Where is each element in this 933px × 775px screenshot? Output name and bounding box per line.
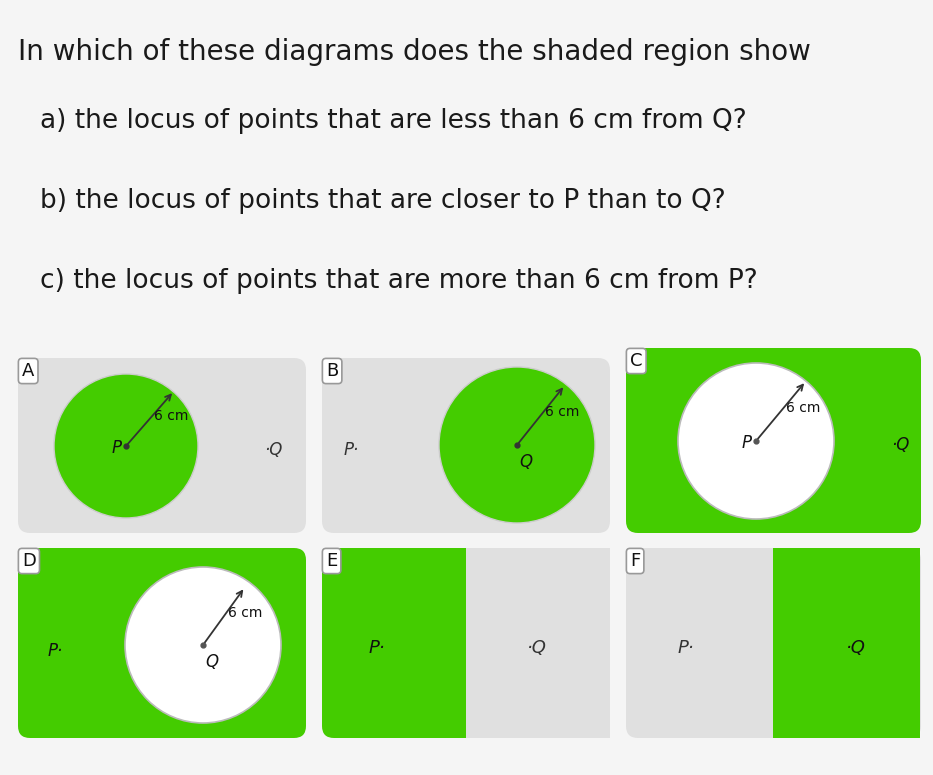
Bar (466, 548, 610, 738)
FancyBboxPatch shape (322, 548, 610, 738)
Text: ·Q: ·Q (527, 639, 547, 657)
Text: a) the locus of points that are less than 6 cm from Q?: a) the locus of points that are less tha… (40, 108, 746, 134)
Text: A: A (22, 362, 35, 380)
Text: P·: P· (677, 639, 694, 657)
Text: ·Q: ·Q (264, 441, 283, 459)
Text: P·: P· (344, 441, 359, 459)
Text: D: D (22, 552, 35, 570)
Text: In which of these diagrams does the shaded region show: In which of these diagrams does the shad… (18, 38, 811, 66)
Text: B: B (326, 362, 339, 380)
FancyBboxPatch shape (466, 548, 610, 738)
Text: P: P (112, 439, 122, 457)
Text: C: C (630, 352, 643, 370)
FancyBboxPatch shape (626, 348, 921, 533)
Text: 6 cm: 6 cm (154, 408, 188, 422)
Text: ·Q: ·Q (846, 639, 866, 657)
FancyBboxPatch shape (18, 358, 306, 533)
Text: Q: Q (519, 453, 532, 471)
FancyBboxPatch shape (18, 548, 306, 738)
Bar (773, 548, 920, 738)
Text: P: P (742, 434, 752, 452)
Text: P·: P· (48, 642, 63, 660)
Text: b) the locus of points that are closer to P than to Q?: b) the locus of points that are closer t… (40, 188, 726, 214)
FancyBboxPatch shape (773, 548, 920, 738)
Text: c) the locus of points that are more than 6 cm from P?: c) the locus of points that are more tha… (40, 268, 758, 294)
FancyBboxPatch shape (626, 548, 921, 738)
Text: 6 cm: 6 cm (228, 606, 262, 620)
FancyBboxPatch shape (322, 358, 610, 533)
Circle shape (125, 567, 281, 723)
Text: P·: P· (369, 639, 385, 657)
Circle shape (439, 367, 595, 523)
Circle shape (54, 374, 198, 518)
Text: E: E (326, 552, 337, 570)
Text: 6 cm: 6 cm (546, 405, 579, 419)
Text: 6 cm: 6 cm (786, 401, 820, 415)
Text: F: F (630, 552, 640, 570)
Circle shape (678, 363, 834, 519)
Text: ·Q: ·Q (891, 436, 910, 454)
Text: Q: Q (205, 653, 218, 671)
